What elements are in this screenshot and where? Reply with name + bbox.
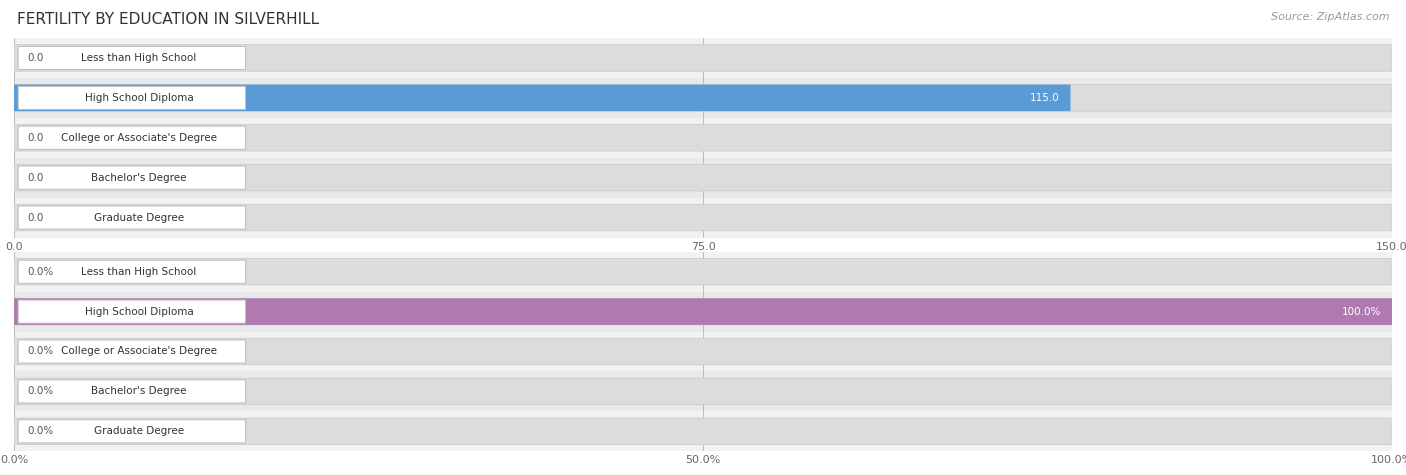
FancyBboxPatch shape <box>18 126 246 149</box>
Text: 100.0%: 100.0% <box>1341 306 1381 317</box>
FancyBboxPatch shape <box>18 86 246 109</box>
Bar <box>14 292 1392 332</box>
FancyBboxPatch shape <box>18 340 246 363</box>
FancyBboxPatch shape <box>18 47 246 69</box>
FancyBboxPatch shape <box>14 338 1392 365</box>
Text: Graduate Degree: Graduate Degree <box>94 426 184 437</box>
FancyBboxPatch shape <box>14 298 1392 325</box>
FancyBboxPatch shape <box>14 45 1392 71</box>
Bar <box>14 252 1392 292</box>
FancyBboxPatch shape <box>14 124 1392 151</box>
Text: 0.0: 0.0 <box>28 172 44 183</box>
Bar <box>14 78 1392 118</box>
FancyBboxPatch shape <box>14 85 1392 111</box>
FancyBboxPatch shape <box>14 298 1392 325</box>
Text: Graduate Degree: Graduate Degree <box>94 212 184 223</box>
Text: 0.0: 0.0 <box>28 133 44 143</box>
FancyBboxPatch shape <box>18 300 246 323</box>
FancyBboxPatch shape <box>14 378 1392 405</box>
Text: College or Associate's Degree: College or Associate's Degree <box>60 133 217 143</box>
Text: Bachelor's Degree: Bachelor's Degree <box>91 172 187 183</box>
Bar <box>14 371 1392 411</box>
FancyBboxPatch shape <box>18 260 246 283</box>
FancyBboxPatch shape <box>18 380 246 403</box>
Text: High School Diploma: High School Diploma <box>84 306 194 317</box>
Text: 0.0%: 0.0% <box>28 426 53 437</box>
Bar <box>14 158 1392 198</box>
FancyBboxPatch shape <box>14 418 1392 445</box>
Text: College or Associate's Degree: College or Associate's Degree <box>60 346 217 357</box>
Bar <box>14 332 1392 371</box>
Bar <box>14 38 1392 78</box>
Bar <box>14 411 1392 451</box>
Text: 0.0: 0.0 <box>28 212 44 223</box>
Text: Less than High School: Less than High School <box>82 266 197 277</box>
FancyBboxPatch shape <box>18 166 246 189</box>
FancyBboxPatch shape <box>18 420 246 443</box>
FancyBboxPatch shape <box>14 258 1392 285</box>
Bar <box>14 118 1392 158</box>
Text: Less than High School: Less than High School <box>82 53 197 63</box>
Text: 0.0%: 0.0% <box>28 346 53 357</box>
Text: 0.0%: 0.0% <box>28 386 53 397</box>
FancyBboxPatch shape <box>18 206 246 229</box>
Text: 0.0: 0.0 <box>28 53 44 63</box>
Text: High School Diploma: High School Diploma <box>84 93 194 103</box>
FancyBboxPatch shape <box>14 164 1392 191</box>
Text: FERTILITY BY EDUCATION IN SILVERHILL: FERTILITY BY EDUCATION IN SILVERHILL <box>17 12 319 27</box>
FancyBboxPatch shape <box>14 204 1392 231</box>
Bar <box>14 198 1392 238</box>
FancyBboxPatch shape <box>14 85 1070 111</box>
Text: Source: ZipAtlas.com: Source: ZipAtlas.com <box>1271 12 1389 22</box>
Text: Bachelor's Degree: Bachelor's Degree <box>91 386 187 397</box>
Text: 0.0%: 0.0% <box>28 266 53 277</box>
Text: 115.0: 115.0 <box>1029 93 1059 103</box>
